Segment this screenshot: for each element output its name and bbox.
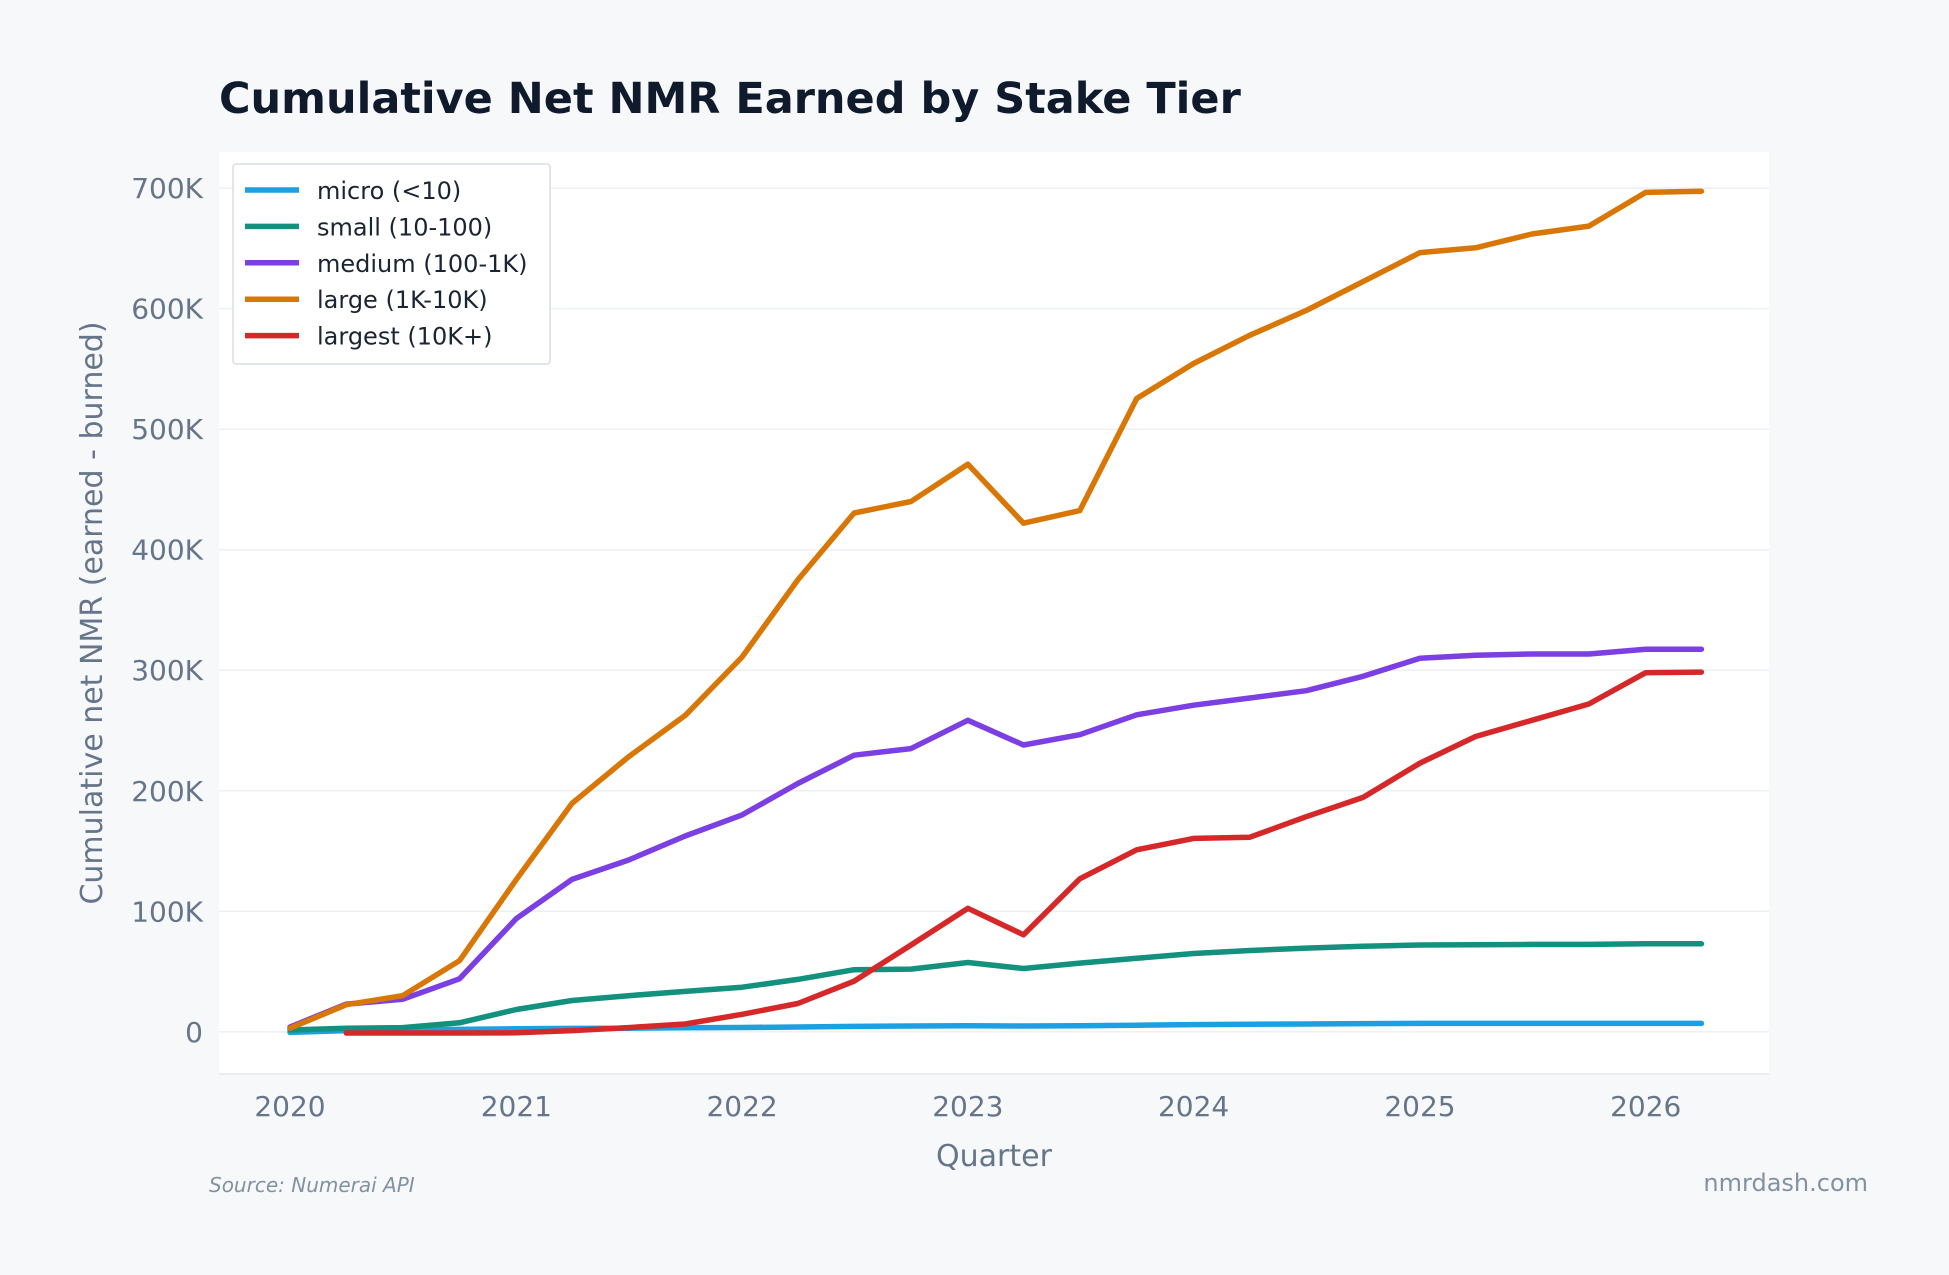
- x-tick-label: 2022: [706, 1090, 777, 1123]
- y-tick-label: 200K: [131, 775, 203, 808]
- chart-title: Cumulative Net NMR Earned by Stake Tier: [219, 74, 1242, 124]
- series-line-large: [287, 188, 1705, 1031]
- legend-label-small: small (10-100): [317, 213, 492, 241]
- x-tick-label: 2025: [1384, 1090, 1455, 1123]
- source-note: Source: Numerai API: [209, 1173, 415, 1197]
- y-tick-label: 700K: [131, 172, 203, 205]
- y-tick-label: 100K: [131, 895, 203, 928]
- y-tick-label: 500K: [131, 413, 203, 446]
- legend-box: [232, 163, 551, 365]
- x-tick-label: 2023: [932, 1090, 1003, 1123]
- brand-label: nmrdash.com: [1703, 1169, 1868, 1197]
- x-tick-label: 2026: [1610, 1090, 1681, 1123]
- y-tick-label: 400K: [131, 534, 203, 567]
- series-line-medium: [287, 646, 1705, 1030]
- series-line-small: [287, 941, 1705, 1033]
- legend-items: micro (<10) small (10-100) medium (100-1K)…: [245, 177, 527, 351]
- series-line-micro: [287, 1020, 1705, 1036]
- x-axis-label: Quarter: [936, 1139, 1053, 1174]
- series-line-largest: [343, 669, 1705, 1036]
- legend-label-medium: medium (100-1K): [317, 250, 527, 278]
- legend: micro (<10) small (10-100) medium (100-1K)…: [232, 163, 551, 365]
- y-tick-label: 0: [185, 1016, 203, 1049]
- y-tick-label: 300K: [131, 654, 203, 687]
- x-tick-label: 2024: [1158, 1090, 1229, 1123]
- legend-label-micro: micro (<10): [317, 177, 461, 205]
- y-tick-label: 600K: [131, 293, 203, 326]
- legend-label-largest: largest (10K+): [317, 323, 492, 351]
- y-axis-label: Cumulative net NMR (earned - burned): [75, 321, 110, 904]
- x-tick-label: 2021: [481, 1090, 552, 1123]
- x-tick-labels: 2020 2021 2022 2023 2024 2025 2026: [254, 1090, 1681, 1123]
- x-tick-label: 2020: [254, 1090, 325, 1123]
- y-tick-labels: 0 100K 200K 300K 400K 500K 600K 700K: [131, 172, 203, 1049]
- series-lines: [287, 188, 1705, 1036]
- legend-label-large: large (1K-10K): [317, 286, 488, 314]
